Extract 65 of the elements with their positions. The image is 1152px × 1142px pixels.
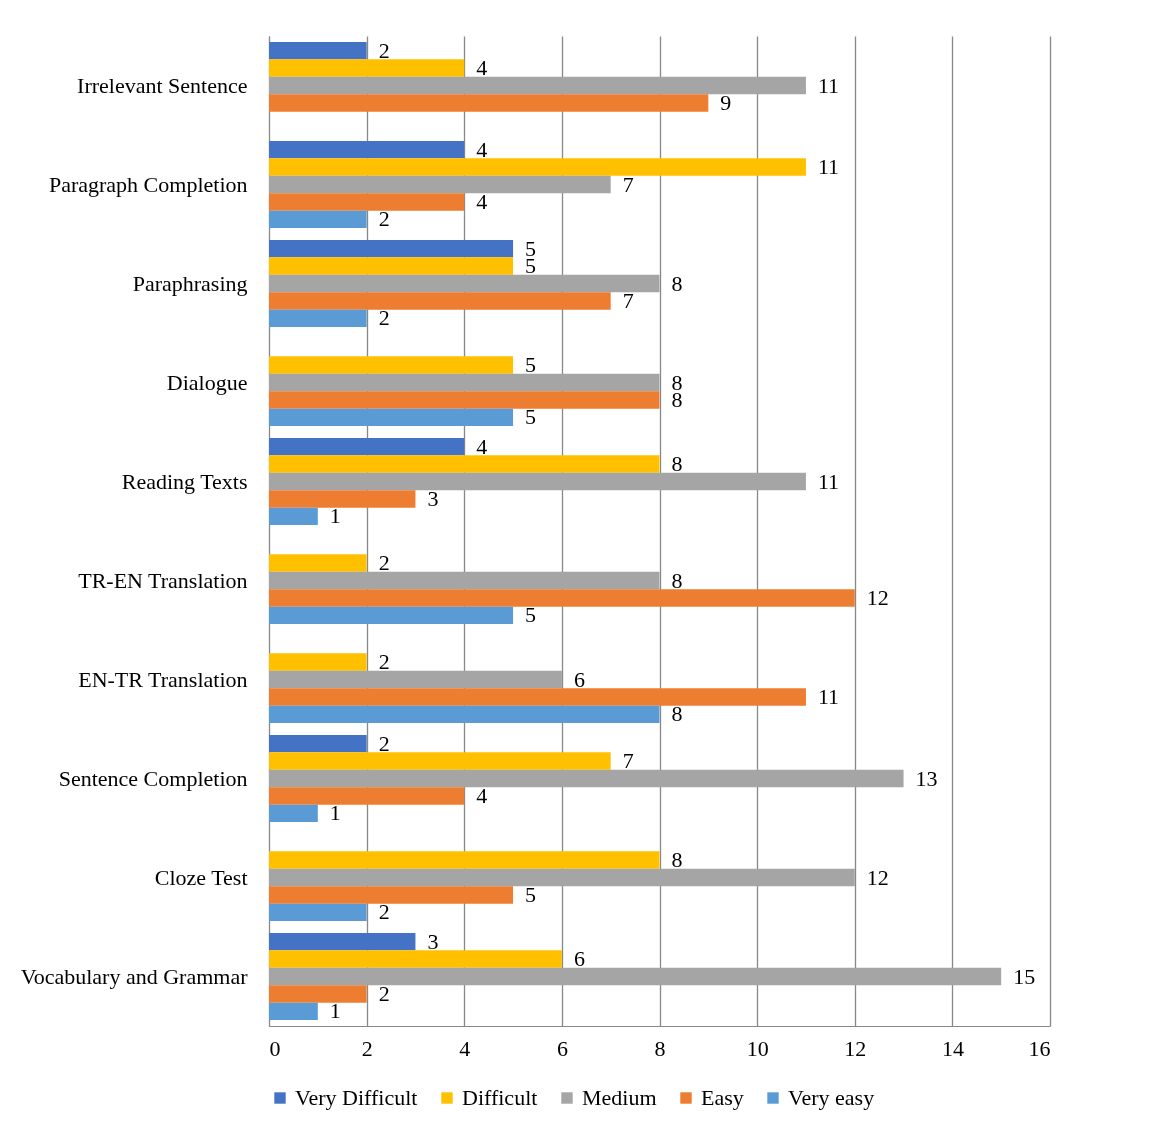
y-tick-label: Cloze Test (154, 864, 248, 890)
data-label: 8 (671, 567, 683, 593)
data-label: 13 (915, 765, 938, 791)
data-label: 2 (378, 305, 390, 331)
data-label: 7 (622, 171, 634, 197)
y-tick-label: EN-TR Translation (78, 666, 248, 692)
y-tick-label: Paraphrasing (132, 270, 248, 296)
data-label: 11 (817, 72, 840, 98)
y-tick-label: Vocabulary and Grammar (20, 963, 249, 989)
data-label: 8 (671, 270, 683, 296)
legend-label: Very Difficult (295, 1085, 418, 1110)
data-label: 4 (476, 782, 488, 808)
x-tick-label: 14 (941, 1035, 964, 1061)
data-label: 11 (817, 468, 840, 494)
x-tick-label: 12 (844, 1035, 867, 1061)
data-label: 4 (476, 433, 488, 459)
x-tick-label: 6 (556, 1035, 568, 1061)
data-label: 2 (378, 37, 390, 63)
data-label: 5 (525, 404, 537, 430)
legend-label: Medium (582, 1085, 657, 1110)
data-label: 2 (378, 550, 390, 576)
data-label: 5 (525, 352, 537, 378)
legend-label: Easy (701, 1085, 744, 1110)
data-label: 1 (329, 998, 341, 1024)
data-label: 4 (476, 55, 488, 81)
data-label: 7 (622, 748, 634, 774)
data-label: 7 (622, 287, 634, 313)
x-tick-label: 2 (361, 1035, 373, 1061)
data-label: 15 (1013, 963, 1036, 989)
data-label: 4 (476, 188, 488, 214)
data-label: 12 (866, 864, 889, 890)
data-label: 5 (525, 602, 537, 628)
y-tick-label: Sentence Completion (58, 765, 248, 791)
data-label: 11 (817, 154, 840, 180)
data-label: 3 (427, 928, 439, 954)
data-label: 5 (525, 881, 537, 907)
legend-label: Difficult (462, 1085, 538, 1110)
data-label: 2 (378, 206, 390, 232)
data-label: 9 (720, 89, 732, 115)
data-label: 2 (378, 980, 390, 1006)
data-label: 2 (378, 899, 390, 925)
x-tick-label: 16 (1028, 1035, 1051, 1061)
data-label: 12 (866, 584, 889, 610)
data-label: 11 (817, 683, 840, 709)
data-label: 2 (378, 730, 390, 756)
x-tick-label: 0 (269, 1035, 281, 1061)
data-label: 4 (476, 136, 488, 162)
data-label: 3 (427, 485, 439, 511)
data-label: 1 (329, 800, 341, 826)
y-tick-label: Reading Texts (121, 468, 248, 494)
data-label: 6 (573, 946, 585, 972)
y-tick-label: Irrelevant Sentence (77, 72, 248, 98)
data-label: 6 (573, 666, 585, 692)
legend-label: Very easy (788, 1085, 875, 1110)
x-tick-label: 8 (654, 1035, 666, 1061)
data-label: 2 (378, 649, 390, 675)
x-tick-label: 10 (746, 1035, 769, 1061)
x-tick-label: 4 (459, 1035, 471, 1061)
data-label: 8 (671, 701, 683, 727)
data-label: 8 (671, 451, 683, 477)
y-tick-label: TR-EN Translation (78, 567, 248, 593)
data-label: 8 (671, 847, 683, 873)
y-tick-label: Dialogue (166, 369, 248, 395)
data-label: 1 (329, 503, 341, 529)
y-tick-label: Paragraph Completion (48, 171, 248, 197)
